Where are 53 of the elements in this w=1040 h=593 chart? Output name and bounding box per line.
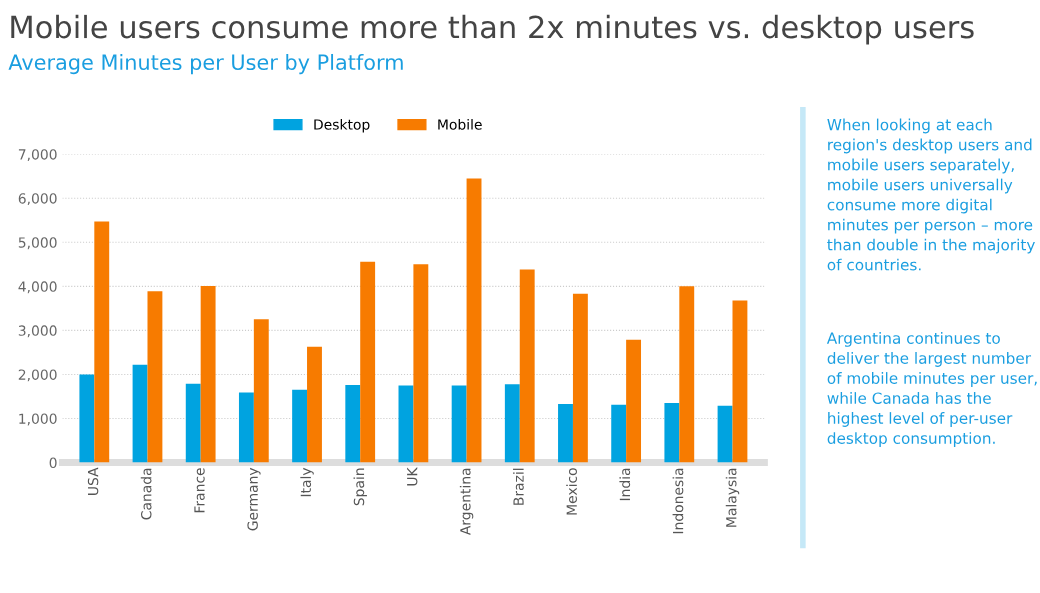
bar [664,403,680,463]
x-tick-label: Germany [247,467,261,531]
bar [345,385,361,463]
chart-subtitle: Average Minutes per User by Platform [8,53,403,75]
bar [679,286,695,463]
x-tick-label: Argentina [459,468,474,536]
legend-label: Desktop [314,118,370,133]
x-tick-label: Indonesia [672,468,684,534]
x-tick-label: Italy [300,467,314,497]
bar [253,319,269,463]
x-tick-label: USA [87,467,99,495]
bar [360,261,376,463]
bar [611,404,627,463]
y-tick-label: 2,000 [18,369,57,382]
x-tick-label: France [194,468,205,513]
x-tick-label: Brazil [513,468,524,505]
y-tick-label: 1,000 [19,413,57,426]
bar [292,389,308,463]
bar [717,405,733,463]
bar [413,264,429,463]
bar [504,384,520,463]
bar [132,364,148,463]
bar [626,339,642,463]
x-tick-label: Malaysia [725,468,740,527]
bar [558,403,573,463]
bar [185,383,201,463]
bar [79,374,95,463]
bar [238,392,254,463]
x-tick-label: UK [407,467,418,486]
legend-label: Mobile [438,118,482,130]
x-tick-label: Canada [140,468,152,520]
y-tick-label: 0 [49,457,57,469]
y-tick-label: 4,000 [18,281,57,294]
text: When looking at each region's desktop users and mobile users separately, mobile users universally consume more digital minutes per person – more than double in the majority of countries. [827,118,1035,271]
bar [466,178,482,463]
y-tick-label: 6,000 [18,193,57,206]
x-tick-label: India [619,468,631,501]
bar [94,221,110,463]
bar [732,300,748,463]
bar [147,291,163,463]
bar [307,346,322,463]
bar [200,285,216,463]
chart-title: Mobile users consume more than 2x minutes vs. desktop users [11,14,974,45]
x-tick-label: Spain [353,468,367,506]
y-tick-label: 7,000 [18,149,57,162]
bar [398,385,414,463]
text: Argentina continues to deliver the largest number of mobile minutes per user, while Canada has the highest level of per-user desktop consumption. [826,332,1037,447]
y-tick-label: 5,000 [18,237,57,250]
bar [572,293,588,463]
bar [451,385,467,463]
x-tick-label: Mexico [566,468,577,515]
y-tick-label: 3,000 [18,325,57,338]
bar [519,269,535,463]
